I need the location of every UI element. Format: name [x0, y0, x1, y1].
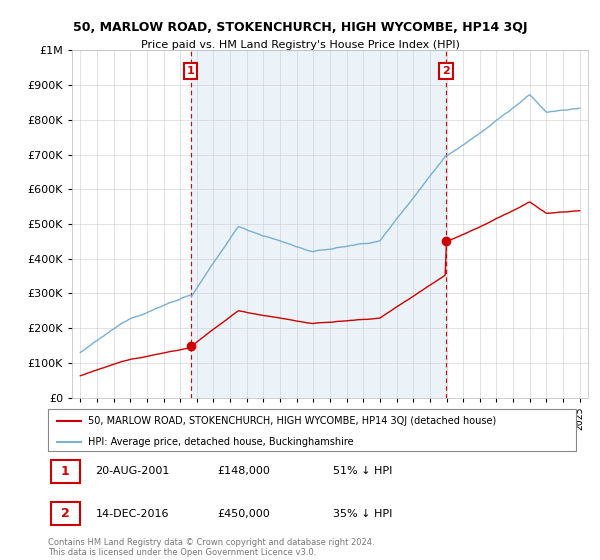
Text: Price paid vs. HM Land Registry's House Price Index (HPI): Price paid vs. HM Land Registry's House …: [140, 40, 460, 50]
Text: Contains HM Land Registry data © Crown copyright and database right 2024.
This d: Contains HM Land Registry data © Crown c…: [48, 538, 374, 557]
Text: £148,000: £148,000: [217, 466, 270, 477]
Text: 14-DEC-2016: 14-DEC-2016: [95, 508, 169, 519]
Text: 35% ↓ HPI: 35% ↓ HPI: [333, 508, 392, 519]
Text: 2: 2: [442, 66, 450, 76]
Text: 1: 1: [61, 465, 70, 478]
Bar: [191, 50, 446, 398]
Text: 20-AUG-2001: 20-AUG-2001: [95, 466, 170, 477]
Text: 50, MARLOW ROAD, STOKENCHURCH, HIGH WYCOMBE, HP14 3QJ: 50, MARLOW ROAD, STOKENCHURCH, HIGH WYCO…: [73, 21, 527, 34]
FancyBboxPatch shape: [50, 460, 80, 483]
FancyBboxPatch shape: [50, 502, 80, 525]
Text: £450,000: £450,000: [217, 508, 270, 519]
Text: HPI: Average price, detached house, Buckinghamshire: HPI: Average price, detached house, Buck…: [88, 437, 353, 446]
FancyBboxPatch shape: [48, 409, 576, 451]
Text: 50, MARLOW ROAD, STOKENCHURCH, HIGH WYCOMBE, HP14 3QJ (detached house): 50, MARLOW ROAD, STOKENCHURCH, HIGH WYCO…: [88, 416, 496, 426]
Text: 51% ↓ HPI: 51% ↓ HPI: [333, 466, 392, 477]
Text: 2: 2: [61, 507, 70, 520]
Text: 1: 1: [187, 66, 195, 76]
